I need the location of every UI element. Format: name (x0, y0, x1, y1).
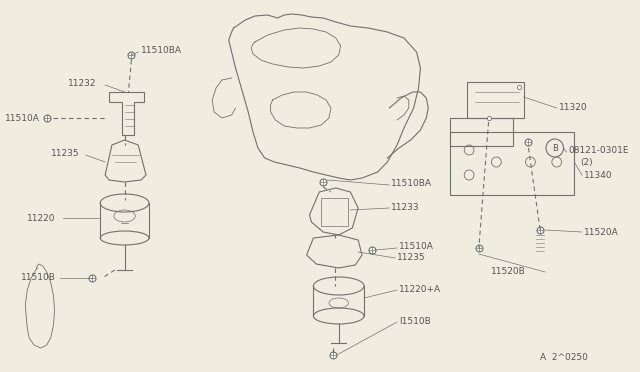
Text: (2): (2) (580, 157, 593, 167)
Text: 11232: 11232 (68, 78, 97, 87)
Text: 11233: 11233 (391, 202, 420, 212)
Text: 11510BA: 11510BA (141, 45, 182, 55)
Text: 11340: 11340 (584, 170, 612, 180)
Text: I1510B: I1510B (399, 317, 431, 327)
Text: 08121-0301E: 08121-0301E (568, 145, 629, 154)
Text: 11220: 11220 (28, 214, 56, 222)
Text: 11510A: 11510A (399, 241, 434, 250)
Text: 11520A: 11520A (584, 228, 619, 237)
Text: 11520B: 11520B (490, 267, 525, 276)
Text: B: B (552, 144, 557, 153)
Text: 11510BA: 11510BA (391, 179, 432, 187)
Text: 11235: 11235 (397, 253, 426, 263)
Text: A  2^0250: A 2^0250 (540, 353, 588, 362)
Text: 11510B: 11510B (21, 273, 56, 282)
Text: 11510A: 11510A (5, 113, 40, 122)
Text: 11220+A: 11220+A (399, 285, 441, 294)
Text: 11320: 11320 (559, 103, 588, 112)
Text: 11235: 11235 (51, 148, 79, 157)
